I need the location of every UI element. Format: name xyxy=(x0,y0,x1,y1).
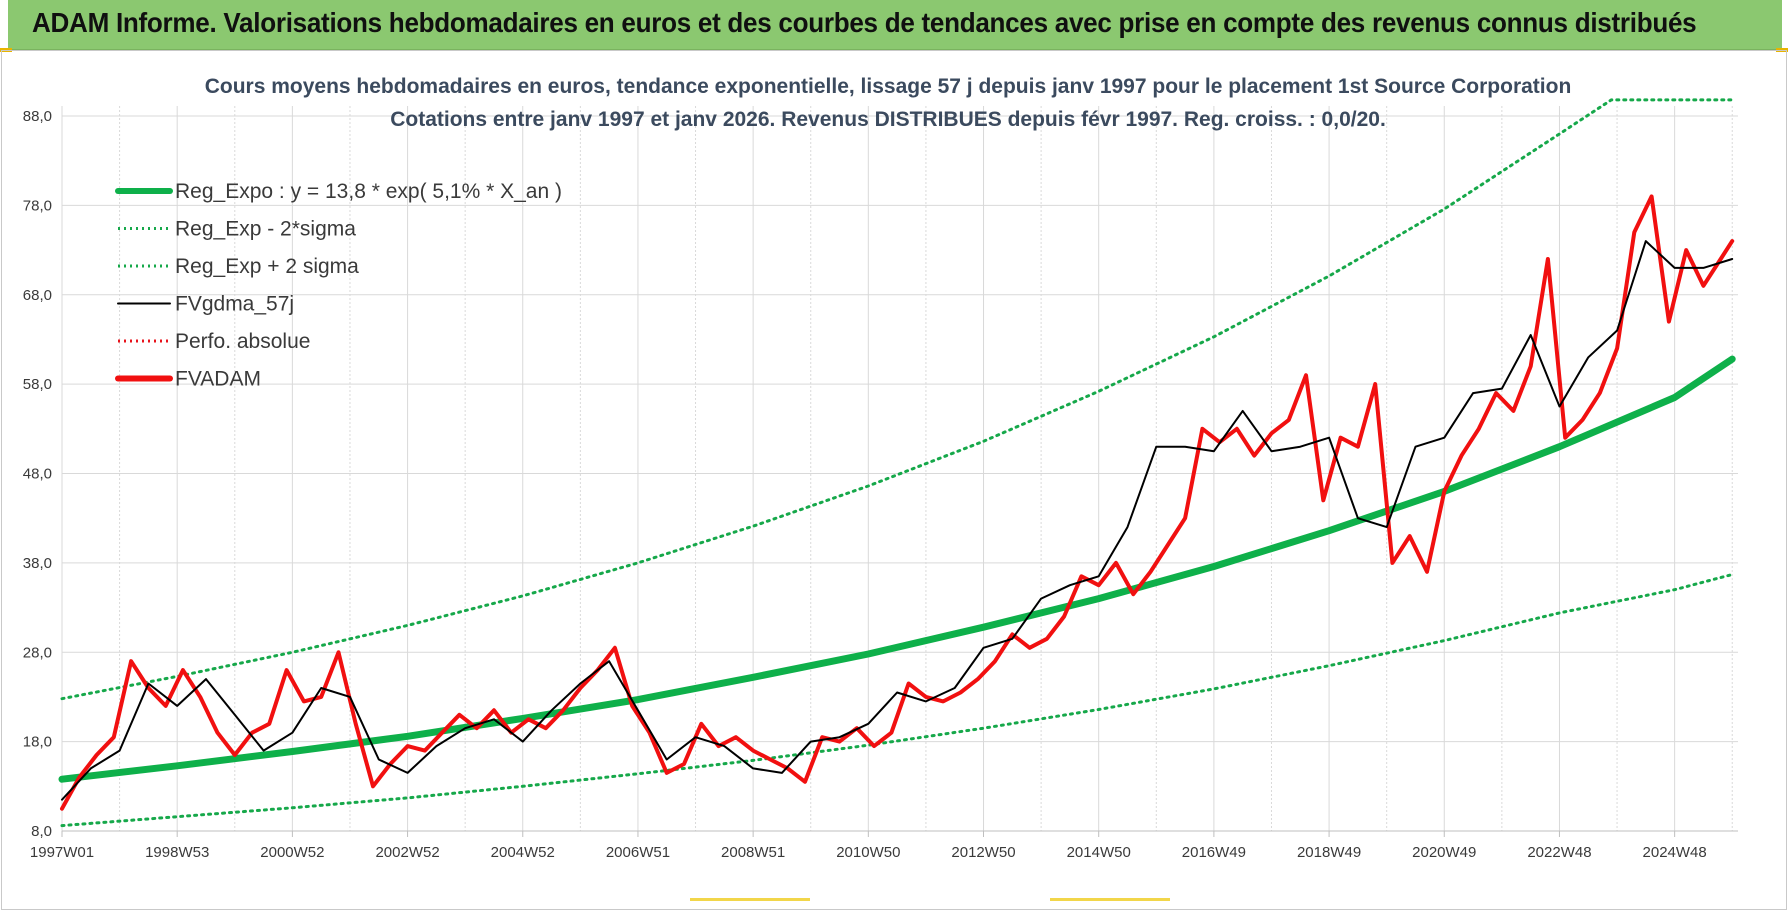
axis-layer: 8,0 18,0 28,0 38,0 48,0 58,0 68,0 78,0 88,0 1997W… xyxy=(23,108,1738,861)
x-tick-label: 2006W51 xyxy=(606,844,670,861)
chart-frame xyxy=(1,50,1787,910)
y-tick-label: 28,0 xyxy=(23,644,52,661)
x-tick-label: 2016W49 xyxy=(1182,844,1246,861)
page-title: ADAM Informe. Valorisations hebdomadaire… xyxy=(32,7,1697,38)
x-tick-label: 2022W48 xyxy=(1527,844,1591,861)
legend-reg-exp-plus-2sigma-label: Reg_Exp + 2 sigma xyxy=(175,255,359,278)
bottom-mark-2 xyxy=(1050,898,1170,901)
x-tick-label: 2024W48 xyxy=(1643,844,1707,861)
y-tick-label: 48,0 xyxy=(23,466,52,483)
grid-layer xyxy=(61,106,1738,832)
header-bar: ADAM Informe. Valorisations hebdomadaire… xyxy=(8,0,1782,50)
legend-fvgdma-57j-label: FVgdma_57j xyxy=(175,293,294,316)
legend-fvadam-label: FVADAM xyxy=(175,368,261,391)
series-reg-exp-minus-2sigma xyxy=(60,573,1734,828)
legend-reg-exp-minus-2sigma-label: Reg_Exp - 2*sigma xyxy=(175,218,356,241)
chart-title-backdrop xyxy=(230,64,1550,134)
y-tick-label: 68,0 xyxy=(23,287,52,304)
x-tick-label: 1997W01 xyxy=(30,844,94,861)
x-tick-label: 2008W51 xyxy=(721,844,785,861)
legend: Reg_Expo : y = 13,8 * exp( 5,1% * X_an )… xyxy=(115,180,562,391)
x-tick-label: 2020W49 xyxy=(1412,844,1476,861)
legend-reg-expo-label: Reg_Expo : y = 13,8 * exp( 5,1% * X_an ) xyxy=(175,180,562,203)
x-tick-label: 2000W52 xyxy=(260,844,324,861)
x-tick-label: 2018W49 xyxy=(1297,844,1361,861)
series-fvadam xyxy=(60,194,1735,811)
y-tick-label: 78,0 xyxy=(23,197,52,214)
chart-title-line1: Cours moyens hebdomadaires en euros, ten… xyxy=(205,75,1572,98)
series-reg-expo xyxy=(58,355,1736,783)
x-tick-label: 2002W52 xyxy=(375,844,439,861)
series-layer xyxy=(58,98,1736,828)
x-tick-label: 2010W50 xyxy=(836,844,900,861)
y-tick-label: 18,0 xyxy=(23,734,52,751)
bottom-mark-1 xyxy=(690,898,810,901)
x-tick-label: 2004W52 xyxy=(491,844,555,861)
series-fvgdma-57j xyxy=(61,240,1734,801)
x-tick-label: 2014W50 xyxy=(1067,844,1131,861)
x-tick-label: 2012W50 xyxy=(951,844,1015,861)
y-tick-label: 38,0 xyxy=(23,555,52,572)
series-reg-exp-plus-2sigma xyxy=(60,98,1734,701)
legend-perfo-absolue-label: Perfo. absolue xyxy=(175,330,310,353)
x-tick-label: 1998W53 xyxy=(145,844,209,861)
chart-title-line2: Cotations entre janv 1997 et janv 2026. … xyxy=(390,108,1386,131)
y-tick-label: 58,0 xyxy=(23,376,52,393)
y-tick-label: 8,0 xyxy=(31,823,52,840)
y-tick-label: 88,0 xyxy=(23,108,52,125)
